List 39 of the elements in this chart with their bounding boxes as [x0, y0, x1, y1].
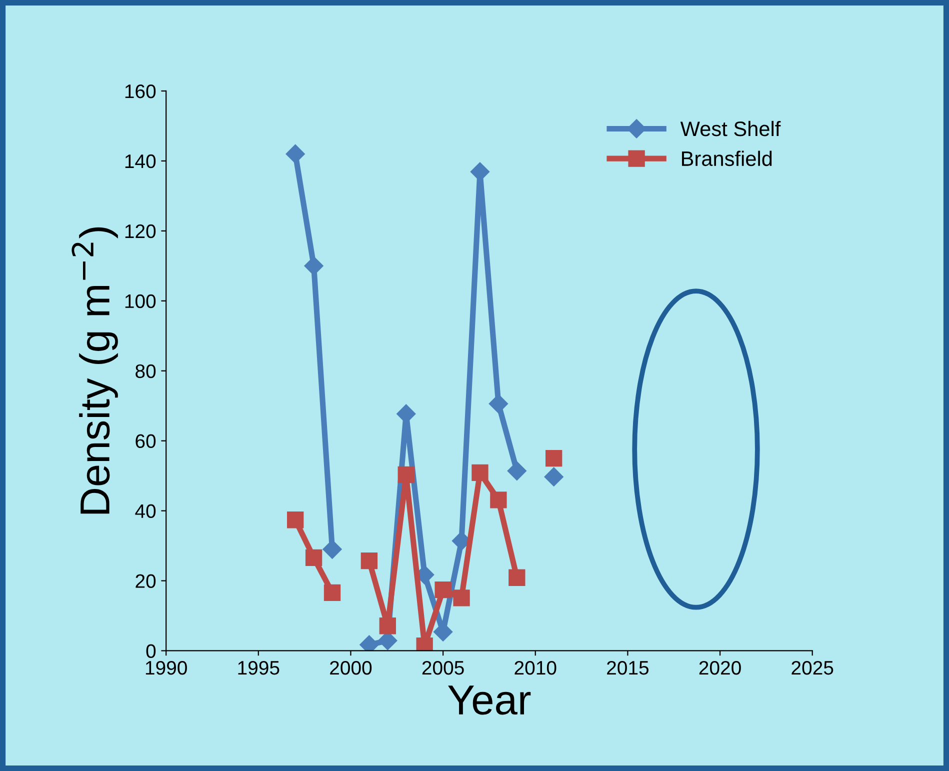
- y-tick-label: 0: [146, 644, 156, 658]
- x-tick-label: 2000: [330, 660, 372, 675]
- point: [379, 618, 396, 634]
- y-tick-label: 160: [125, 84, 156, 98]
- y-tick-label: 120: [125, 224, 156, 238]
- point: [490, 492, 507, 508]
- y-tick-label: 60: [136, 434, 156, 448]
- x-tick-label: 2005: [422, 660, 464, 675]
- point: [434, 582, 452, 598]
- point: [472, 464, 488, 481]
- point: [322, 540, 342, 559]
- x-tick-label: 2025: [792, 660, 834, 675]
- x-tick-label: 2015: [607, 660, 649, 675]
- y-axis-title: Density (g m$^{−2}$): [72, 227, 118, 514]
- point: [286, 512, 304, 528]
- point: [544, 467, 564, 486]
- y-tick-label: 20: [136, 574, 156, 588]
- point: [453, 590, 470, 606]
- point: [304, 256, 324, 276]
- x-tick-label: 1990: [146, 660, 187, 675]
- point: [398, 466, 414, 484]
- point: [546, 450, 562, 467]
- point: [286, 144, 305, 164]
- point: [488, 394, 508, 414]
- y-tick-label: 100: [125, 294, 156, 308]
- x-tick-label: 2020: [699, 660, 741, 675]
- point: [508, 569, 526, 586]
- y-tick-label: 80: [136, 364, 156, 378]
- x-axis-title: Year: [448, 686, 531, 715]
- y-tick-label: 140: [125, 154, 156, 168]
- x-tick-label: 1995: [238, 660, 280, 675]
- point: [360, 552, 378, 570]
- point: [507, 461, 526, 480]
- point: [305, 549, 322, 566]
- legend-label: Bransfield: [682, 150, 772, 166]
- y-tick-label: 40: [135, 504, 156, 518]
- x-tick-label: 2010: [514, 660, 556, 675]
- point: [324, 584, 341, 601]
- legend-label: West Shelf: [680, 120, 781, 136]
